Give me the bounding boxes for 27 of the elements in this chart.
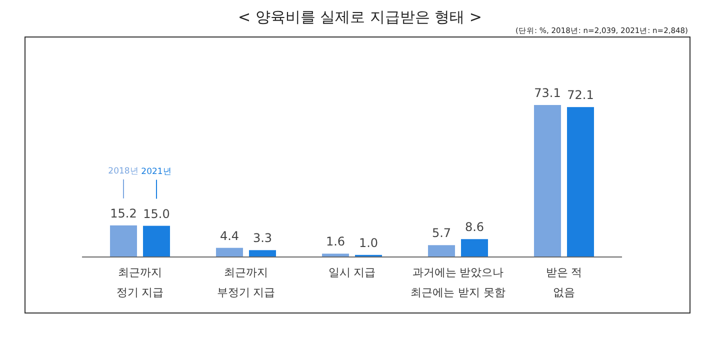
x-tick-label: 최근까지 정기 지급 [116,266,164,299]
bar [461,239,488,257]
bar [428,245,455,257]
x-tick-label: 최근까지 부정기 지급 [216,266,276,299]
x-tick-label: 과거에는 받았으나 최근에는 받지 못함 [410,266,506,299]
bar [110,225,137,257]
text: 2021년 [141,166,172,177]
bar [143,226,170,257]
data-label: 8.6 [464,220,484,234]
data-label: 15.0 [143,206,170,221]
bar [534,105,561,257]
data-label: 72.1 [567,88,594,102]
bar [249,250,276,257]
data-label: 5.7 [432,226,452,240]
bar [322,254,349,257]
bar [216,248,243,257]
x-tick-label: 일시 지급 [328,266,376,279]
data-label: 1.6 [326,234,346,249]
data-label: 1.0 [358,236,378,250]
data-label: 15.2 [110,206,137,220]
x-tick-label: 받은 적 없음 [546,266,582,299]
text: 2018년 [108,166,139,176]
bar [567,107,594,257]
data-label: 73.1 [534,86,561,100]
chart-title: < 양육비를 실제로 지급받은 형태 > [238,8,482,26]
data-label: 4.4 [220,228,240,243]
data-label: 3.3 [252,231,272,246]
